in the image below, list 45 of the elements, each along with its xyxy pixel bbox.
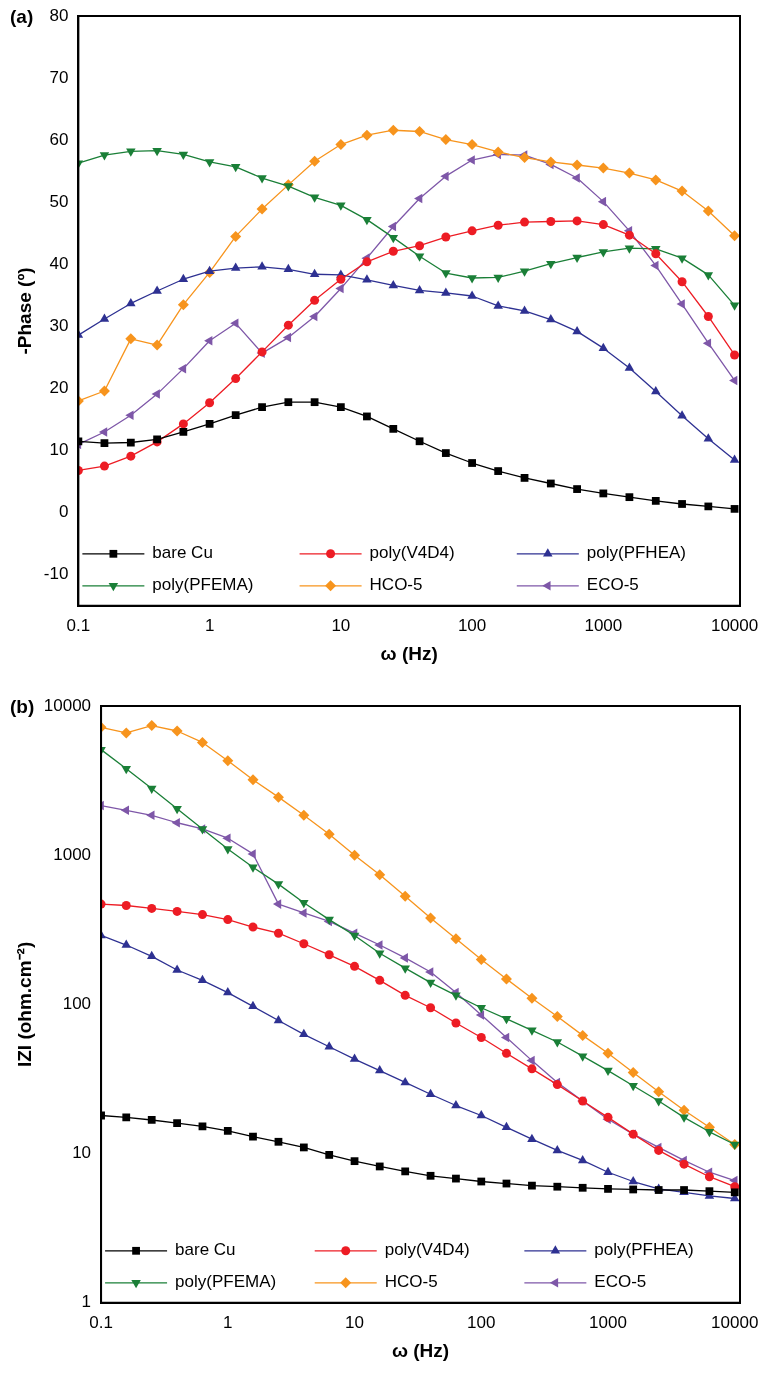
y-tick-label: 40	[49, 254, 69, 274]
legend-label: bare Cu	[175, 1240, 236, 1260]
x-tick-label: 1000	[584, 615, 623, 635]
x-tick-label: 10000	[710, 615, 759, 635]
legend-label: ECO-5	[594, 1272, 647, 1292]
x-tick-label: 1	[204, 615, 215, 635]
x-tick-label: 0.1	[89, 1312, 113, 1332]
y-tick-label: 1	[81, 1292, 92, 1312]
y-tick-label: 50	[49, 191, 69, 211]
text: (a)	[10, 5, 34, 27]
x-tick-label: 1000	[589, 1312, 627, 1332]
y-axis-title: IZI (ohm.cm⁻²)	[13, 941, 35, 1068]
y-tick-label: 70	[49, 67, 69, 87]
legend-label: ECO-5	[586, 575, 639, 595]
legend-label: poly(PFHEA)	[594, 1240, 694, 1260]
x-tick-label: 1	[223, 1312, 233, 1332]
legend-label: HCO-5	[384, 1272, 438, 1292]
x-tick-label: 100	[457, 615, 487, 635]
y-tick-label: 0	[58, 502, 69, 522]
x-tick-label: 10	[345, 1312, 365, 1332]
y-tick-label: 80	[49, 5, 69, 25]
x-tick-label: 100	[467, 1312, 496, 1332]
y-tick-label: 10	[49, 440, 69, 460]
x-tick-label: 10	[331, 615, 351, 635]
y-tick-label: 1000	[53, 844, 92, 864]
legend-label: poly(V4D4)	[384, 1240, 470, 1260]
y-tick-label: -10	[43, 564, 69, 584]
x-axis-title: ω (Hz)	[391, 1339, 450, 1361]
x-axis-title: ω (Hz)	[380, 642, 438, 664]
legend-label: HCO-5	[369, 575, 423, 595]
y-tick-label: 10	[72, 1143, 92, 1163]
y-tick-label: 60	[49, 129, 69, 149]
x-tick-label: 0.1	[66, 615, 91, 635]
y-tick-label: 10000	[43, 695, 92, 715]
x-tick-label: 10000	[711, 1312, 759, 1332]
legend-label: poly(PFEMA)	[152, 575, 254, 595]
y-tick-label: 30	[49, 316, 69, 336]
legend-label: poly(V4D4)	[369, 543, 455, 563]
y-tick-label: 20	[49, 378, 69, 398]
legend-label: bare Cu	[152, 543, 213, 563]
text: (b)	[10, 695, 35, 717]
legend-label: poly(PFHEA)	[586, 543, 686, 563]
y-tick-label: 100	[62, 994, 92, 1014]
legend-label: poly(PFEMA)	[175, 1272, 277, 1292]
y-axis-title: -Phase (º)	[13, 267, 35, 355]
